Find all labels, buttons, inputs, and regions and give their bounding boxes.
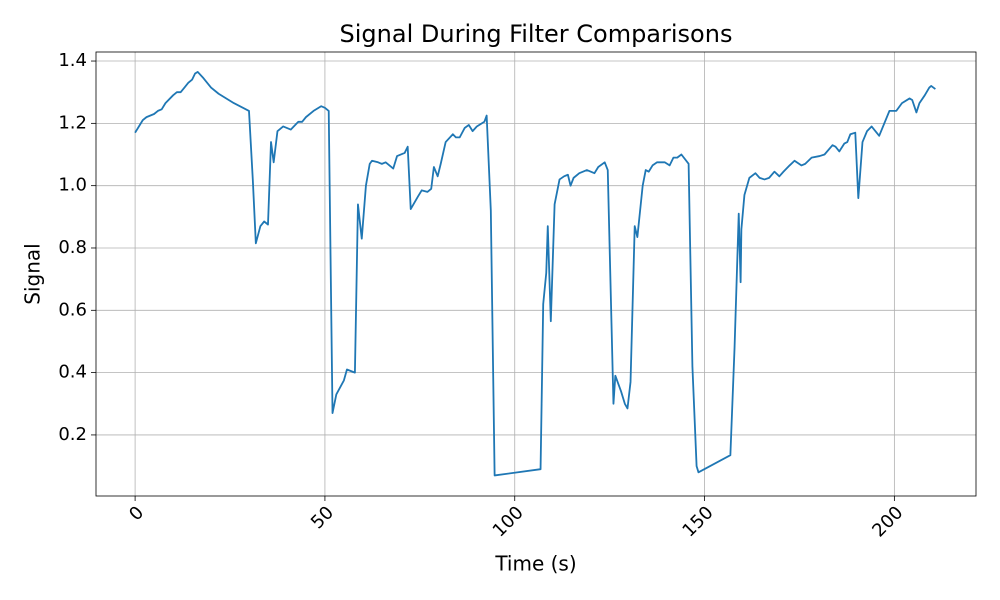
y-tick-label: 1.4 bbox=[58, 50, 87, 71]
x-axis-label: Time (s) bbox=[494, 552, 576, 576]
y-tick-label: 0.6 bbox=[58, 299, 87, 320]
y-tick-label: 0.2 bbox=[58, 424, 87, 445]
y-tick-label: 0.8 bbox=[58, 237, 87, 258]
x-tick-label: 0 bbox=[125, 502, 148, 525]
y-tick-label: 1.2 bbox=[58, 112, 87, 133]
x-tick-label: 100 bbox=[489, 502, 528, 541]
y-axis-label: Signal bbox=[21, 243, 45, 304]
chart-title: Signal During Filter Comparisons bbox=[340, 20, 733, 48]
x-tick-label: 200 bbox=[868, 502, 907, 541]
y-tick-label: 1.0 bbox=[58, 175, 87, 196]
plot-frame bbox=[95, 51, 977, 497]
data-line bbox=[134, 71, 936, 477]
x-tick-label: 50 bbox=[307, 502, 338, 533]
y-tick-label: 0.4 bbox=[58, 362, 87, 383]
x-tick-label: 150 bbox=[678, 502, 717, 541]
